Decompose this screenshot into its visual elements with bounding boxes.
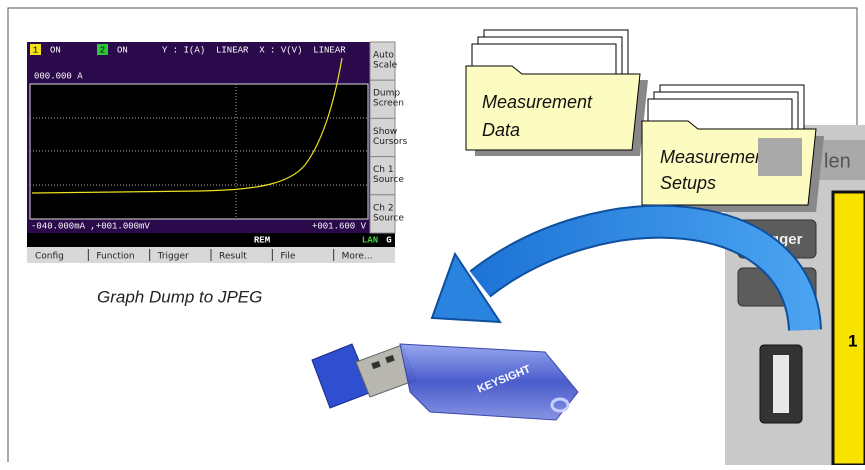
folder-label: Measurement — [660, 147, 771, 167]
softkey-label: Cursors — [373, 137, 408, 147]
caption: Graph Dump to JPEG — [97, 287, 262, 306]
menu-item: Function — [96, 252, 134, 262]
panel-text: len — [824, 150, 851, 172]
transfer-arrow — [430, 204, 822, 332]
grid — [30, 84, 368, 219]
folder-label: Setups — [660, 173, 716, 193]
menu-item: Trigger — [157, 252, 189, 262]
ch1-number: 1 — [33, 45, 38, 55]
usb-contact — [385, 354, 395, 364]
status-g: G — [386, 235, 391, 245]
menu-item: File — [280, 252, 296, 262]
ch2-state: ON — [117, 45, 128, 55]
status-rem: REM — [254, 235, 270, 245]
cursor-readout: -040.000mA ,+001.000mV — [31, 221, 150, 231]
x-readout: +001.600 V — [312, 221, 367, 231]
menu: Config Function Trigger Result File More... — [35, 249, 373, 262]
usb-port-tongue — [773, 355, 789, 413]
folder-data: Measurement Data — [465, 29, 648, 156]
softkey-label: Ch 1 — [373, 165, 394, 175]
display-edge — [831, 190, 865, 467]
y-readout: 000.000 A — [34, 71, 83, 81]
softkey-label: Ch 2 — [373, 203, 394, 213]
softkey-label: Source — [373, 175, 404, 185]
ch1-state: ON — [50, 45, 61, 55]
softkey-label: Dump — [373, 89, 400, 99]
ch2-badge — [97, 44, 108, 55]
overlay-block — [758, 138, 802, 176]
ch2-number: 2 — [100, 45, 105, 55]
softkey — [369, 41, 396, 81]
softkey — [369, 156, 396, 196]
folder-label: Data — [482, 120, 520, 140]
panel-digit: 1 — [848, 331, 857, 350]
usb-body — [399, 343, 579, 421]
ch1-badge — [30, 44, 41, 55]
arrow-head — [430, 251, 502, 324]
softkey — [369, 194, 396, 234]
curve — [31, 57, 343, 194]
menu-item: More... — [342, 252, 373, 262]
folder-label: Measurement — [482, 92, 593, 112]
status-lan: LAN — [362, 235, 378, 245]
softkey-label: Scale — [373, 61, 398, 71]
arrow-body — [470, 206, 820, 332]
usb-stick: KEYSIGHT — [311, 343, 579, 421]
menu-item: Config — [35, 252, 64, 262]
usb-contact — [371, 360, 381, 370]
folder — [465, 65, 641, 151]
softkey-label: Screen — [373, 99, 404, 109]
softkey-label: Auto — [373, 51, 394, 61]
softkey — [369, 117, 396, 158]
menu-item: Result — [219, 252, 247, 262]
usb-loop — [550, 397, 570, 413]
axes-info: Y : I(A) LINEAR X : V(V) LINEAR — [162, 45, 346, 55]
folder-setups: Measurement Setups — [641, 84, 824, 212]
softkey-label: Source — [373, 213, 404, 223]
instrument-screen: 1 ON 2 ON Y : I(A) LINEAR X : V(V) LINEA… — [27, 41, 408, 263]
status-bar — [27, 233, 395, 247]
softkey-label: Show — [373, 127, 397, 137]
